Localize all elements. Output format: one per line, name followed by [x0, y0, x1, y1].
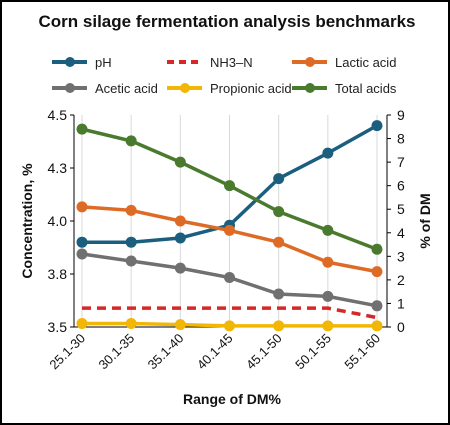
legend-propionic-acid-marker — [180, 83, 190, 93]
y-left-tick-label: 4.0 — [48, 213, 68, 229]
series-total-acids-point — [322, 224, 334, 236]
legend-lactic-acid-label: Lactic acid — [335, 55, 396, 70]
chart-title: Corn silage fermentation analysis benchm… — [38, 12, 416, 31]
series-acetic-acid-point — [273, 288, 285, 300]
x-tick-label: 40.1-45 — [194, 331, 236, 373]
series-lactic-acid-point — [322, 256, 334, 268]
series-ph-point — [322, 147, 334, 159]
legend-total-acids-marker — [305, 83, 315, 93]
series-propionic-acid-point — [224, 320, 235, 332]
legend-lactic-acid-marker — [305, 57, 315, 67]
y-left-tick-label: 4.3 — [48, 160, 68, 176]
series-propionic-acid-point — [125, 317, 137, 329]
y-right-tick-label: 1 — [397, 295, 405, 311]
series-lactic-acid-point — [125, 204, 137, 216]
series-lactic-acid-point — [273, 236, 285, 248]
series-ph-point — [371, 120, 383, 132]
y-right-tick-label: 3 — [397, 248, 405, 264]
legend-ph-label: pH — [95, 55, 112, 70]
series-lactic-acid-point — [174, 215, 186, 227]
series-ph-point — [273, 173, 285, 185]
y-right-tick-label: 6 — [397, 178, 405, 194]
series-propionic-acid-point — [174, 319, 186, 331]
series-acetic-acid-point — [322, 290, 334, 302]
y-right-tick-label: 2 — [397, 272, 405, 288]
series-total-acids-point — [371, 243, 383, 255]
y-right-tick-label: 9 — [397, 107, 405, 123]
series-propionic-acid-point — [371, 320, 383, 332]
legend-acetic-acid-label: Acetic acid — [95, 81, 158, 96]
x-tick-label: 55.1-60 — [341, 331, 383, 373]
series-total-acids-point — [224, 180, 235, 192]
series-ph-point — [174, 232, 186, 244]
y-right-tick-label: 5 — [397, 201, 405, 217]
y-axis-title-right: % of DM — [417, 193, 433, 248]
y-left-tick-label: 3.5 — [48, 319, 68, 335]
series-nh3-n-line — [82, 306, 378, 320]
series-acetic-acid-point — [125, 255, 137, 267]
legend-ph-marker — [65, 57, 75, 67]
series-lactic-acid-point — [371, 266, 383, 278]
y-right-tick-label: 7 — [397, 154, 405, 170]
legend-nh3-n-label: NH3–N — [210, 55, 253, 70]
x-tick-label: 35.1-40 — [145, 331, 187, 373]
series-acetic-acid-point — [76, 248, 88, 260]
series-ph-point — [76, 236, 88, 248]
y-right-tick-label: 8 — [397, 131, 405, 147]
y-left-tick-label: 3.8 — [48, 266, 68, 282]
series-acetic-acid-point — [371, 300, 383, 312]
x-tick-label: 30.1-35 — [96, 331, 138, 373]
x-tick-label: 25.1-30 — [46, 331, 88, 373]
series-total-acids-point — [273, 206, 285, 218]
series-total-acids-point — [174, 156, 186, 168]
y-right-tick-label: 4 — [397, 225, 405, 241]
series-acetic-acid-point — [224, 272, 235, 284]
series-total-acids-point — [76, 123, 88, 135]
series-propionic-acid-point — [76, 317, 88, 329]
y-right-tick-label: 0 — [397, 319, 405, 335]
series-total-acids-point — [125, 135, 137, 147]
x-tick-label: 45.1-50 — [243, 331, 285, 373]
series-propionic-acid-point — [273, 320, 285, 332]
series-ph-point — [125, 236, 137, 248]
series-lactic-acid-point — [76, 201, 88, 213]
x-axis-title: Range of DM% — [183, 391, 282, 407]
legend-acetic-acid-marker — [65, 83, 75, 93]
series-propionic-acid-point — [322, 320, 334, 332]
y-left-tick-label: 4.5 — [48, 107, 68, 123]
y-axis-title-left: Concentration, % — [19, 163, 35, 279]
legend-total-acids-label: Total acids — [335, 81, 397, 96]
series-acetic-acid-point — [174, 262, 186, 274]
legend-propionic-acid-label: Propionic acid — [210, 81, 292, 96]
series-lactic-acid-point — [224, 224, 235, 236]
x-tick-label: 50.1-55 — [292, 331, 334, 373]
